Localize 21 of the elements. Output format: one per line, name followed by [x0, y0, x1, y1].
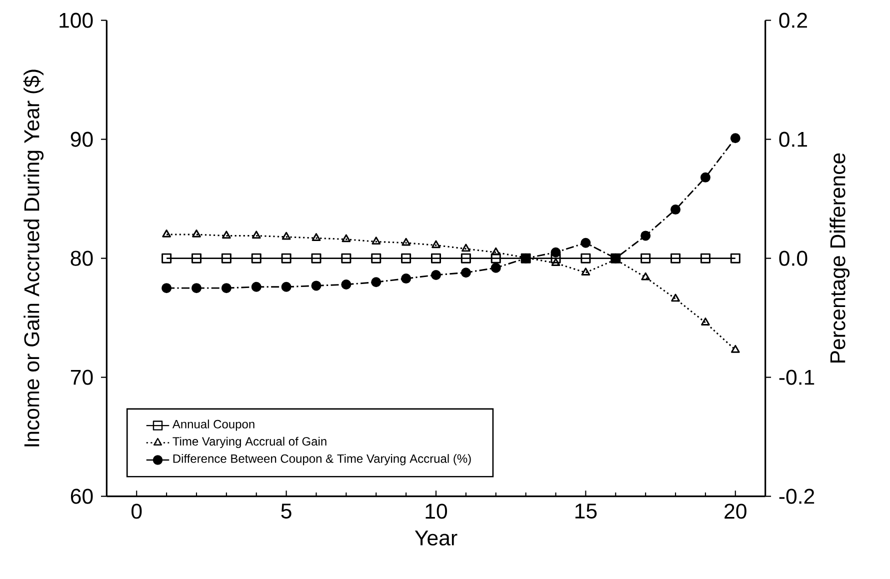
legend-label: Time Varying Accrual of Gain — [172, 436, 326, 448]
y2-tick-label: 0.0 — [779, 250, 808, 266]
legend-label: Annual Coupon — [172, 420, 254, 431]
y2-tick-label: -0.2 — [779, 488, 814, 504]
x-tick-label: 0 — [132, 504, 142, 519]
y2-axis-title: Percentage Difference — [830, 153, 850, 363]
y-axis-title: Income or Gain Accrued During Year ($) — [23, 70, 44, 446]
x-tick-label: 5 — [281, 504, 292, 519]
y-tick-label: 60 — [70, 488, 93, 504]
y-tick-label: 70 — [70, 370, 93, 385]
y-tick-label: 90 — [70, 132, 93, 147]
x-tick-label: 10 — [426, 504, 448, 519]
y2-tick-label: 0.1 — [779, 132, 807, 147]
legend-label: Difference Between Coupon & Time Varying Accrual (%) — [173, 454, 471, 466]
y-tick-label: 80 — [70, 250, 93, 266]
y2-tick-label: -0.1 — [779, 370, 814, 385]
x-tick-label: 15 — [575, 504, 597, 519]
y2-tick-label: 0.2 — [779, 12, 807, 28]
x-tick-label: 20 — [724, 504, 746, 519]
y-tick-label: 100 — [60, 12, 93, 28]
x-axis-title: Year — [414, 530, 458, 546]
